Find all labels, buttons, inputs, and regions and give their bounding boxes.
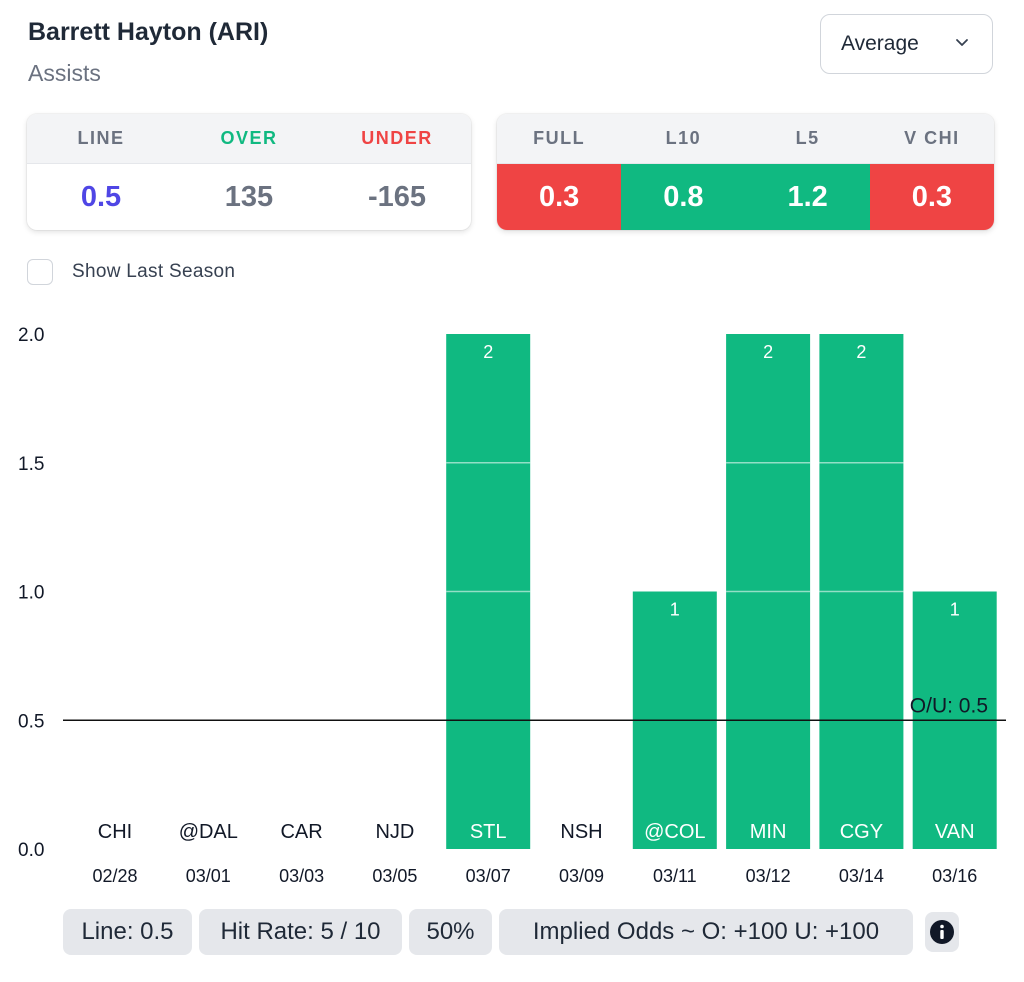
- info-button[interactable]: [925, 912, 959, 952]
- category-label: NSH: [560, 821, 602, 843]
- over-label: OVER: [220, 128, 278, 148]
- l5-value: 1.2: [745, 164, 870, 230]
- date-label: 03/07: [466, 866, 511, 886]
- category-label: CHI: [98, 821, 132, 843]
- category-label: NJD: [375, 821, 414, 843]
- l10-label: L10: [665, 128, 702, 148]
- bar-value-label: 2: [856, 342, 866, 362]
- show-last-season-label: Show Last Season: [72, 261, 236, 282]
- category-label: MIN: [750, 821, 787, 843]
- date-label: 03/11: [653, 866, 697, 886]
- line-pill: Line: 0.5: [63, 909, 192, 955]
- bar-value-label: 2: [483, 342, 493, 362]
- l5-label: L5: [795, 128, 820, 148]
- category-label: CGY: [840, 821, 883, 843]
- date-label: 02/28: [92, 866, 137, 886]
- line-card: LINE OVER UNDER 0.5 135 -165: [27, 114, 471, 230]
- category-label: @COL: [644, 821, 705, 843]
- vs-opponent-label: V CHI: [904, 128, 960, 148]
- y-tick-label: 2.0: [18, 325, 44, 346]
- date-label: 03/12: [746, 866, 791, 886]
- date-label: 03/05: [372, 866, 417, 886]
- category-label: CAR: [280, 821, 322, 843]
- vs-opponent-value: 0.3: [869, 164, 994, 230]
- player-title: Barrett Hayton (ARI): [28, 18, 269, 46]
- bar-value-label: 1: [950, 600, 960, 620]
- bar-value-label: 2: [763, 342, 773, 362]
- line-label: LINE: [77, 128, 125, 148]
- full-value: 0.3: [497, 164, 622, 230]
- implied-odds-pill: Implied Odds ~ O: +100 U: +100: [499, 909, 913, 955]
- chevron-down-icon: [956, 39, 968, 46]
- show-last-season-checkbox[interactable]: [27, 259, 53, 285]
- assists-bar-chart: 0.0 0.5 1.0 1.5 2.0 CHI 02/28 @DAL 03/01 CAR 03/03…: [18, 325, 1006, 886]
- y-tick-label: 1.5: [18, 454, 44, 475]
- info-icon: [930, 920, 954, 944]
- over-value: 135: [224, 180, 274, 213]
- date-label: 03/01: [186, 866, 231, 886]
- date-label: 03/03: [279, 866, 324, 886]
- full-label: FULL: [533, 128, 586, 148]
- date-label: 03/14: [839, 866, 884, 886]
- y-tick-label: 0.0: [18, 840, 44, 861]
- y-tick-label: 1.0: [18, 583, 44, 604]
- stat-mode-value: Average: [841, 32, 919, 55]
- averages-card: FULL L10 L5 V CHI 0.3 0.8 1.2 0.3: [497, 114, 994, 230]
- date-label: 03/16: [932, 866, 977, 886]
- date-label: 03/09: [559, 866, 604, 886]
- stat-subtitle: Assists: [28, 60, 101, 86]
- bar-value-label: 1: [670, 600, 680, 620]
- hit-rate-pill: Hit Rate: 5 / 10: [199, 909, 402, 955]
- category-label: VAN: [935, 821, 975, 843]
- l10-value: 0.8: [621, 164, 746, 230]
- percent-pill: 50%: [409, 909, 492, 955]
- stat-mode-select[interactable]: Average: [820, 14, 993, 74]
- under-label: UNDER: [361, 128, 433, 148]
- over-under-label: O/U: 0.5: [910, 694, 988, 717]
- under-value: -165: [367, 180, 427, 213]
- category-label: STL: [470, 821, 507, 843]
- y-tick-label: 0.5: [18, 711, 44, 732]
- line-value: 0.5: [80, 180, 122, 213]
- category-label: @DAL: [179, 821, 238, 843]
